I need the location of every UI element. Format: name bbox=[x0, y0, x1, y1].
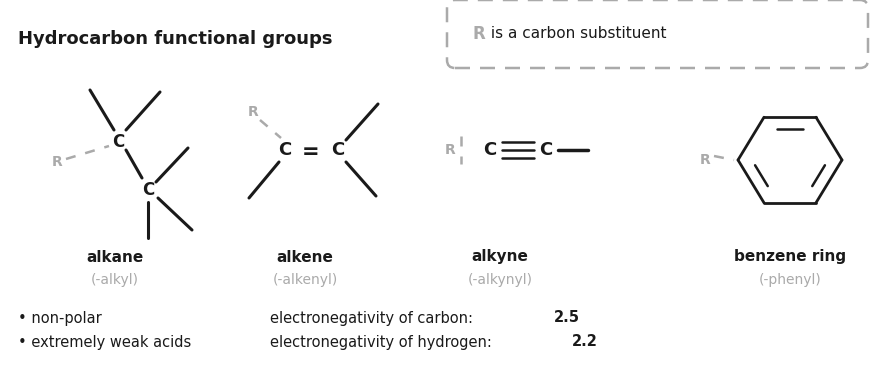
Text: C: C bbox=[540, 141, 553, 159]
Text: R: R bbox=[52, 155, 63, 169]
Text: C: C bbox=[332, 141, 345, 159]
Text: =: = bbox=[303, 142, 320, 162]
Text: C: C bbox=[279, 141, 292, 159]
Text: benzene ring: benzene ring bbox=[734, 250, 846, 264]
Text: R: R bbox=[472, 25, 485, 43]
Text: Hydrocarbon functional groups: Hydrocarbon functional groups bbox=[18, 30, 333, 48]
Text: R: R bbox=[445, 143, 456, 157]
Text: alkyne: alkyne bbox=[472, 250, 528, 264]
Text: is a carbon substituent: is a carbon substituent bbox=[486, 27, 667, 41]
Text: electronegativity of hydrogen:: electronegativity of hydrogen: bbox=[270, 335, 497, 349]
Text: electronegativity of carbon:: electronegativity of carbon: bbox=[270, 310, 478, 326]
Text: C: C bbox=[142, 181, 154, 199]
Text: C: C bbox=[483, 141, 497, 159]
Text: (-alkynyl): (-alkynyl) bbox=[467, 273, 533, 287]
Text: • non-polar: • non-polar bbox=[18, 310, 101, 326]
Text: • extremely weak acids: • extremely weak acids bbox=[18, 335, 191, 349]
Text: 2.5: 2.5 bbox=[554, 310, 580, 326]
Text: 2.2: 2.2 bbox=[572, 335, 598, 349]
Text: R: R bbox=[700, 153, 711, 167]
Text: alkane: alkane bbox=[86, 250, 144, 264]
Text: (-alkyl): (-alkyl) bbox=[91, 273, 139, 287]
Text: (-phenyl): (-phenyl) bbox=[759, 273, 821, 287]
Text: (-alkenyl): (-alkenyl) bbox=[273, 273, 338, 287]
Text: alkene: alkene bbox=[277, 250, 333, 264]
Text: R: R bbox=[248, 105, 258, 119]
Text: C: C bbox=[112, 133, 124, 151]
